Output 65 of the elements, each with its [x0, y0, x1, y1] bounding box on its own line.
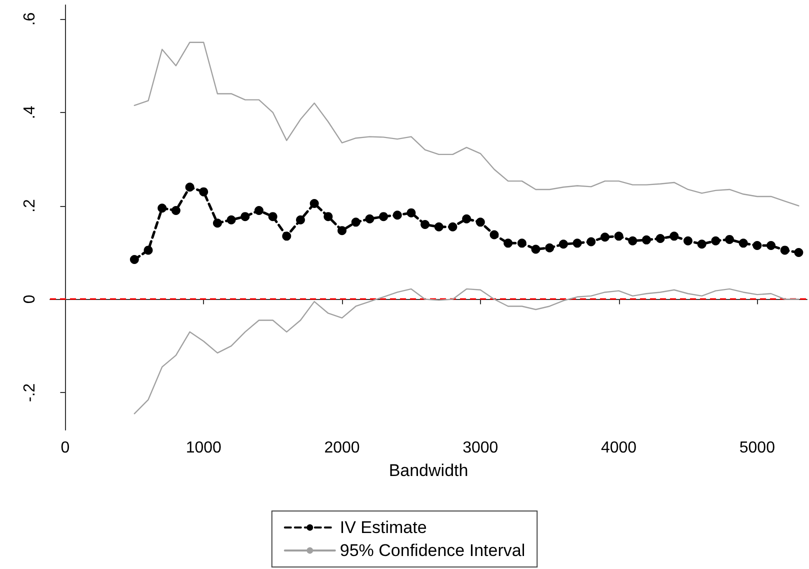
- x-tick-label: 3000: [462, 440, 498, 456]
- point: [462, 214, 472, 224]
- point: [185, 182, 194, 192]
- y-tick-label: -.2: [22, 383, 38, 402]
- point: [434, 222, 444, 232]
- point: [254, 206, 264, 215]
- point: [490, 230, 499, 240]
- x-tick-label: 5000: [739, 440, 776, 456]
- point: [738, 238, 748, 248]
- point: [697, 240, 706, 249]
- point: [282, 232, 292, 241]
- y-tick-label: .4: [22, 106, 38, 120]
- point: [725, 234, 734, 244]
- point: [531, 244, 540, 254]
- point: [130, 255, 139, 264]
- point: [240, 212, 250, 222]
- x-tick-label: 4000: [600, 440, 637, 456]
- x-tick-label: 0: [60, 440, 70, 456]
- line-series: [134, 42, 800, 206]
- point: [351, 218, 360, 227]
- point: [406, 208, 416, 218]
- y-tick-label: .6: [22, 12, 38, 26]
- legend-label: IV Estimate: [340, 518, 427, 537]
- x-tick-label: 1000: [186, 440, 222, 456]
- point: [766, 241, 776, 250]
- y-tick-label: .2: [22, 199, 38, 212]
- point: [572, 238, 582, 248]
- point: [212, 218, 222, 228]
- y-tick-label: 0: [22, 294, 38, 304]
- point: [558, 240, 568, 249]
- point: [614, 232, 624, 241]
- point: [670, 232, 679, 241]
- point: [310, 198, 319, 208]
- point: [683, 236, 692, 246]
- point: [296, 215, 305, 224]
- x-tick-label: 2000: [324, 440, 360, 456]
- point: [171, 206, 180, 215]
- point: [158, 204, 167, 213]
- point: [379, 212, 388, 222]
- point: [794, 248, 804, 258]
- point: [392, 210, 402, 220]
- point: [752, 241, 762, 250]
- point: [420, 220, 430, 230]
- point: [600, 232, 610, 242]
- point: [780, 246, 790, 255]
- point: [199, 187, 208, 196]
- point: [545, 243, 554, 252]
- point: [656, 234, 665, 244]
- point: [628, 236, 638, 246]
- point: [338, 226, 347, 236]
- point: [448, 222, 458, 232]
- line-series: [134, 288, 800, 414]
- point: [268, 212, 278, 222]
- point: [642, 235, 651, 244]
- point: [586, 237, 596, 246]
- point: [711, 236, 720, 246]
- point: [365, 214, 374, 224]
- x-axis-title: Bandwidth: [388, 461, 468, 480]
- legend-label: 95% Confidence Interval: [340, 541, 526, 560]
- point: [324, 212, 333, 222]
- point: [517, 238, 526, 248]
- point: [476, 218, 485, 227]
- point: [144, 246, 153, 255]
- point: [504, 238, 513, 248]
- point: [226, 215, 236, 224]
